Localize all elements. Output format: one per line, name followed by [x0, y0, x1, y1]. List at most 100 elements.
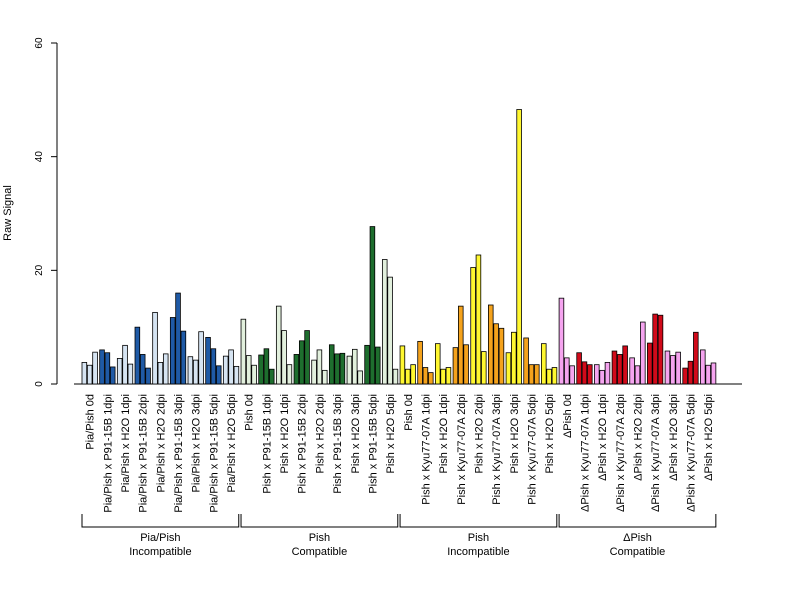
group-label-line2: Incompatible	[129, 546, 191, 558]
bar	[546, 368, 552, 385]
category-label: Pia/Pish x H2O 3dpi	[191, 394, 203, 492]
category-label: ΔPish x H2O 3dpi	[668, 394, 680, 481]
category-label: ΔPish x Kyu77-07A 3dpi	[650, 394, 662, 512]
bar	[134, 326, 141, 385]
group-label-line1: ΔPish	[623, 532, 652, 544]
group-bracket	[81, 514, 240, 528]
group-label-line1: Pish	[468, 532, 489, 544]
bar	[604, 361, 611, 385]
bar	[705, 364, 711, 385]
bar	[498, 327, 505, 385]
bar	[104, 352, 111, 385]
bar	[116, 358, 123, 385]
bar	[81, 361, 88, 385]
bar	[251, 364, 257, 385]
bar	[670, 355, 676, 385]
category-label: Pish x Kyu77-07A 2dpi	[456, 394, 468, 505]
bar	[92, 351, 98, 385]
bar	[364, 344, 370, 385]
category-label: Pia/Pish x P91-15B 3dpi	[173, 394, 185, 513]
bar	[523, 337, 529, 385]
bars	[81, 109, 717, 385]
bar	[445, 367, 452, 385]
bar	[152, 311, 158, 385]
category-label: ΔPish x Kyu77-07A 1dpi	[579, 394, 591, 512]
bar	[657, 314, 664, 385]
category-label: ΔPish x H2O 5dpi	[703, 394, 715, 481]
group-label-line2: Incompatible	[447, 546, 509, 558]
bar	[180, 330, 187, 385]
bar	[587, 364, 593, 385]
bar	[334, 353, 340, 385]
bar	[422, 367, 429, 385]
category-label: Pish x H2O 1dpi	[279, 394, 291, 473]
category-label: ΔPish 0d	[562, 394, 574, 438]
bar	[346, 355, 353, 385]
category-label: Pish 0d	[403, 394, 415, 431]
bar	[664, 350, 671, 385]
y-axis: 0 20 40 60	[34, 37, 58, 387]
y-tick-label: 40	[34, 151, 45, 163]
bar	[458, 305, 464, 385]
bar	[534, 364, 540, 385]
category-label: Pia/Pish x H2O 5dpi	[226, 394, 238, 492]
group-label-line2: Compatible	[610, 546, 666, 558]
bar	[198, 331, 204, 385]
y-axis-label: Raw Signal	[2, 185, 14, 241]
bar	[316, 349, 323, 385]
category-label: ΔPish x Kyu77-07A 5dpi	[685, 394, 697, 512]
bar	[417, 340, 423, 385]
bar	[428, 372, 434, 385]
bar	[245, 355, 252, 385]
bar	[375, 346, 381, 385]
group-brackets: Pia/Pish Incompatible Pish Compatible Pish In…	[81, 514, 717, 558]
category-label: Pish x P91-15B 1dpi	[261, 394, 273, 494]
bar	[357, 370, 363, 385]
bar	[192, 359, 199, 385]
bar	[558, 297, 565, 385]
bar	[693, 331, 699, 385]
category-label: Pish x Kyu77-07A 5dpi	[526, 394, 538, 505]
bar	[381, 259, 388, 385]
bar	[629, 357, 635, 385]
y-tick-label: 0	[34, 381, 45, 387]
bar	[258, 354, 264, 385]
bar	[127, 363, 134, 385]
bar	[481, 351, 487, 385]
bar	[440, 368, 446, 385]
bar	[475, 254, 482, 385]
bar	[617, 354, 623, 385]
bar	[281, 330, 287, 385]
group-bracket	[240, 514, 399, 528]
bar	[145, 367, 151, 385]
bar	[387, 276, 393, 385]
category-label: Pia/Pish x P91-15B 2dpi	[138, 394, 150, 513]
category-label: Pish x Kyu77-07A 3dpi	[491, 394, 503, 505]
category-label: Pia/Pish x H2O 2dpi	[155, 394, 167, 492]
bar	[175, 292, 181, 385]
bar	[551, 367, 558, 385]
bar	[286, 364, 293, 385]
bar	[228, 349, 234, 385]
bar	[410, 364, 416, 385]
bar	[682, 367, 688, 385]
category-label: Pia/Pish x P91-15B 1dpi	[102, 394, 114, 513]
bar	[634, 365, 641, 385]
bar	[647, 342, 653, 385]
bar	[576, 352, 582, 385]
bar	[463, 344, 469, 385]
bar	[162, 353, 169, 385]
category-label: Pish x H2O 3dpi	[509, 394, 521, 473]
category-label: Pish x P91-15B 3dpi	[332, 394, 344, 494]
category-label: Pia/Pish x H2O 1dpi	[120, 394, 132, 492]
bar	[541, 343, 547, 385]
category-label: Pish x H2O 1dpi	[438, 394, 450, 473]
bar	[205, 336, 211, 385]
bar	[233, 365, 240, 385]
bar	[263, 348, 270, 385]
bar	[569, 365, 575, 385]
category-label: Pish x P91-15B 2dpi	[297, 394, 309, 494]
bar	[511, 331, 517, 385]
bar	[268, 368, 275, 385]
